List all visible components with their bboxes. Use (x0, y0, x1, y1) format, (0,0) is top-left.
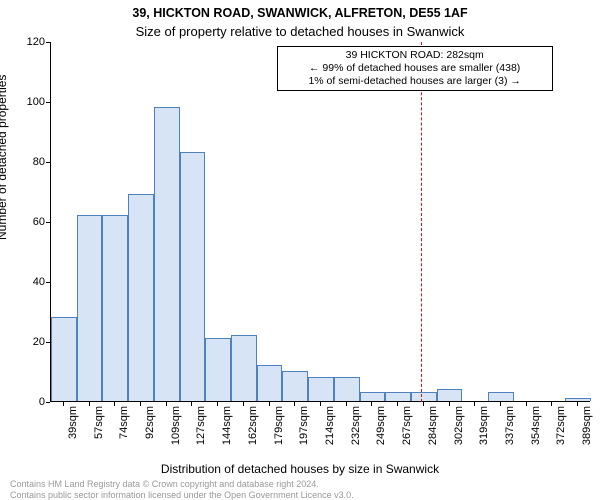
x-tick-mark (63, 402, 64, 406)
x-tick-label: 162sqm (247, 406, 259, 466)
bar (77, 215, 103, 401)
x-tick-label: 302sqm (453, 406, 465, 466)
bar (360, 392, 386, 401)
x-tick-mark (449, 402, 450, 406)
x-tick-label: 39sqm (67, 406, 79, 466)
x-tick-mark (294, 402, 295, 406)
y-tick-mark (46, 402, 50, 403)
annotation-line1: 39 HICKTON ROAD: 282sqm (284, 49, 546, 62)
bar (488, 392, 514, 401)
x-tick-label: 109sqm (170, 406, 182, 466)
bar (411, 392, 437, 401)
footer-line2: Contains public sector information licen… (10, 490, 354, 500)
x-tick-mark (500, 402, 501, 406)
y-tick-label: 20 (5, 336, 45, 348)
y-tick-label: 40 (5, 276, 45, 288)
x-tick-mark (526, 402, 527, 406)
y-tick-mark (46, 162, 50, 163)
bar (437, 389, 463, 401)
x-tick-label: 179sqm (273, 406, 285, 466)
x-tick-mark (346, 402, 347, 406)
x-tick-label: 284sqm (427, 406, 439, 466)
bar (231, 335, 257, 401)
x-tick-label: 319sqm (478, 406, 490, 466)
x-tick-label: 249sqm (375, 406, 387, 466)
x-tick-label: 389sqm (581, 406, 593, 466)
bar (565, 398, 591, 401)
x-tick-label: 74sqm (118, 406, 130, 466)
plot-area: 39 HICKTON ROAD: 282sqm ← 99% of detache… (50, 42, 590, 402)
x-tick-mark (551, 402, 552, 406)
x-tick-label: 144sqm (221, 406, 233, 466)
title-address: 39, HICKTON ROAD, SWANWICK, ALFRETON, DE… (0, 6, 600, 20)
bar (308, 377, 334, 401)
x-tick-mark (89, 402, 90, 406)
x-tick-mark (577, 402, 578, 406)
bar (102, 215, 128, 401)
x-tick-label: 92sqm (144, 406, 156, 466)
bars-group (51, 42, 590, 401)
y-tick-label: 60 (5, 216, 45, 228)
bar (128, 194, 154, 401)
annotation-box: 39 HICKTON ROAD: 282sqm ← 99% of detache… (277, 46, 553, 91)
bar (205, 338, 231, 401)
x-tick-mark (243, 402, 244, 406)
y-tick-label: 80 (5, 156, 45, 168)
title-subtitle: Size of property relative to detached ho… (0, 24, 600, 39)
x-tick-mark (269, 402, 270, 406)
x-tick-label: 337sqm (504, 406, 516, 466)
bar (334, 377, 360, 401)
y-tick-label: 100 (5, 96, 45, 108)
y-tick-mark (46, 282, 50, 283)
y-tick-mark (46, 42, 50, 43)
y-tick-mark (46, 342, 50, 343)
x-tick-mark (191, 402, 192, 406)
y-tick-mark (46, 222, 50, 223)
x-tick-label: 372sqm (555, 406, 567, 466)
bar (51, 317, 77, 401)
footer-line1: Contains HM Land Registry data © Crown c… (10, 479, 319, 489)
x-tick-label: 267sqm (401, 406, 413, 466)
x-tick-mark (397, 402, 398, 406)
x-tick-label: 127sqm (195, 406, 207, 466)
bar (180, 152, 206, 401)
x-tick-label: 214sqm (324, 406, 336, 466)
x-tick-mark (423, 402, 424, 406)
bar (385, 392, 411, 401)
x-tick-label: 197sqm (298, 406, 310, 466)
x-tick-mark (474, 402, 475, 406)
chart-container: 39, HICKTON ROAD, SWANWICK, ALFRETON, DE… (0, 0, 600, 500)
x-tick-label: 354sqm (530, 406, 542, 466)
x-tick-mark (320, 402, 321, 406)
x-tick-mark (114, 402, 115, 406)
y-tick-label: 0 (5, 396, 45, 408)
bar (282, 371, 308, 401)
x-tick-label: 232sqm (350, 406, 362, 466)
x-tick-mark (371, 402, 372, 406)
bar (154, 107, 180, 401)
x-axis-label: Distribution of detached houses by size … (0, 462, 600, 476)
x-tick-label: 57sqm (93, 406, 105, 466)
y-tick-mark (46, 102, 50, 103)
y-tick-label: 120 (5, 36, 45, 48)
x-tick-mark (217, 402, 218, 406)
marker-line (421, 42, 422, 402)
annotation-line3: 1% of semi-detached houses are larger (3… (284, 75, 546, 88)
x-tick-mark (166, 402, 167, 406)
bar (257, 365, 283, 401)
x-tick-mark (140, 402, 141, 406)
annotation-line2: ← 99% of detached houses are smaller (43… (284, 62, 546, 75)
